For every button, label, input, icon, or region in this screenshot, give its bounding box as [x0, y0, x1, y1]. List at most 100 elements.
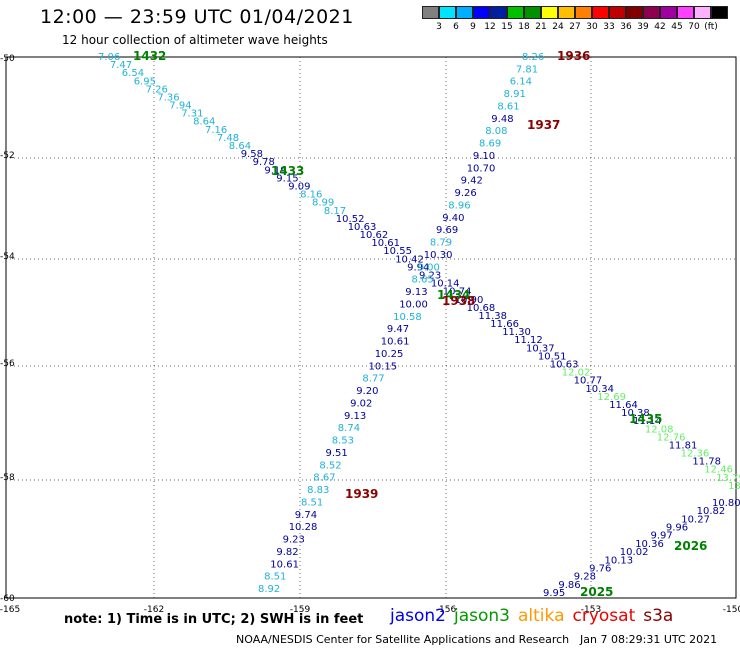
colorbar-swatch — [643, 6, 660, 19]
swh-value: 8.77 — [362, 374, 384, 385]
swh-value: 7.26 — [146, 84, 168, 95]
swh-value: 9.26 — [455, 188, 477, 199]
swh-value: 9.69 — [436, 225, 458, 236]
swh-value: 6.14 — [510, 77, 532, 88]
colorbar-label: 18 — [518, 22, 530, 32]
swh-value: 11.30 — [502, 327, 531, 338]
wave-height-tracks: 7.067.476.546.957.267.367.947.318.647.16… — [98, 52, 740, 599]
swh-value: 10.63 — [550, 360, 579, 371]
colorbar-label: 39 — [637, 22, 649, 32]
swh-value: 9.10 — [473, 151, 495, 162]
swh-value: 10.80 — [712, 498, 740, 509]
x-tick-label: -159 — [290, 605, 311, 615]
legend-item: jason2 — [390, 606, 446, 626]
colorbar-swatch — [439, 6, 456, 19]
satellite-legend: jason2 jason3 altika cryosat s3a — [390, 606, 681, 626]
swh-value: 13.31 — [728, 481, 740, 492]
swh-value: 9.76 — [589, 564, 611, 575]
y-tick-label: -50 — [0, 54, 15, 64]
swh-value: 10.02 — [620, 547, 649, 558]
colorbar-label: 12 — [484, 22, 496, 32]
legend-item: s3a — [643, 606, 674, 626]
colorbar-label: 9 — [470, 22, 476, 32]
colorbar-swatch — [660, 6, 677, 19]
swh-value: 9.94 — [407, 262, 429, 273]
pass-time-label: 1432 — [133, 49, 166, 63]
swh-value: 10.61 — [270, 559, 299, 570]
x-tick-label: -162 — [144, 605, 164, 615]
swh-value: 7.31 — [181, 109, 203, 120]
swh-value: 11.66 — [490, 319, 519, 330]
swh-value: 9.48 — [491, 114, 513, 125]
swh-value: 10.61 — [381, 337, 410, 348]
swh-value: 12.46 — [704, 465, 733, 476]
swh-value: 10.63 — [348, 222, 377, 233]
swh-value: 8.99 — [312, 198, 334, 209]
swh-value: 10.38 — [621, 408, 650, 419]
map-frame — [5, 56, 737, 599]
x-tick-label: -165 — [0, 605, 20, 615]
swh-value: 8.91 — [504, 89, 526, 100]
swh-value: 8.67 — [313, 473, 335, 484]
swh-value: 12.36 — [681, 449, 710, 460]
swh-value: 7.81 — [516, 64, 538, 75]
swh-value: 8.53 — [332, 436, 354, 447]
y-tick-label: -56 — [0, 359, 15, 369]
colorbar-swatch — [524, 6, 541, 19]
colorbar-swatch — [558, 6, 575, 19]
swh-value: 10.77 — [574, 376, 603, 387]
swh-value: 8.26 — [522, 52, 544, 63]
swh-value: 9.02 — [350, 398, 372, 409]
pass-time-label: 2025 — [580, 585, 613, 599]
swh-value: 10.36 — [635, 539, 664, 550]
colorbar-swatch — [575, 6, 592, 19]
swh-value: 10.42 — [395, 254, 424, 265]
swh-value: 10.27 — [681, 514, 710, 525]
swh-value: 9.97 — [651, 531, 673, 542]
swh-value: 6.95 — [134, 76, 156, 87]
swh-value: 7.48 — [217, 133, 239, 144]
swh-value: 10.00 — [399, 299, 428, 310]
colorbar-swatch — [592, 6, 609, 19]
swh-value: 11.81 — [669, 440, 698, 451]
swh-value: 9.78 — [253, 157, 275, 168]
swh-value: 11.38 — [478, 311, 507, 322]
colorbar-label: 15 — [501, 22, 513, 32]
pass-time-label: 1434 — [437, 288, 470, 302]
pass-time-label: 1433 — [271, 164, 304, 178]
swh-value: 9.47 — [387, 324, 409, 335]
swh-value: 9.40 — [442, 213, 464, 224]
swh-value: 7.94 — [169, 101, 191, 112]
swh-value: 10.55 — [383, 246, 412, 257]
pass-time-label: 2026 — [674, 539, 707, 553]
swh-value: 10.68 — [467, 303, 496, 314]
swh-value: 8.96 — [448, 201, 470, 212]
pass-time-label: 1939 — [345, 487, 378, 501]
y-tick-label: -52 — [0, 151, 15, 161]
x-tick-label: -156 — [436, 605, 457, 615]
swh-value: 8.61 — [497, 102, 519, 113]
swh-value: 8.16 — [300, 190, 322, 201]
colorbar-label: 21 — [535, 22, 547, 32]
swh-value: 10.90 — [455, 295, 484, 306]
swh-value: 8.08 — [485, 126, 507, 137]
colorbar-swatch — [541, 6, 558, 19]
swh-value: 7.36 — [157, 93, 179, 104]
swh-value: 10.15 — [369, 361, 398, 372]
swh-value: 10.14 — [431, 279, 460, 290]
swh-value: 9.86 — [558, 580, 580, 591]
colorbar-swatch — [473, 6, 490, 19]
swh-value: 9.00 — [418, 262, 440, 273]
swh-value: 7.47 — [110, 60, 132, 71]
swh-value: 9.23 — [283, 535, 305, 546]
swh-value: 10.74 — [443, 287, 472, 298]
colorbar-swatch — [422, 6, 439, 19]
swh-value: 9.13 — [405, 287, 427, 298]
pass-time-label: 1938 — [442, 294, 475, 308]
colorbar-label: 36 — [620, 22, 632, 32]
colorbar-label: 27 — [569, 22, 581, 32]
colorbar-swatch — [609, 6, 626, 19]
colorbar-label: 70 — [688, 22, 700, 32]
swh-value: 8.79 — [430, 238, 452, 249]
swh-value: 10.58 — [393, 312, 422, 323]
